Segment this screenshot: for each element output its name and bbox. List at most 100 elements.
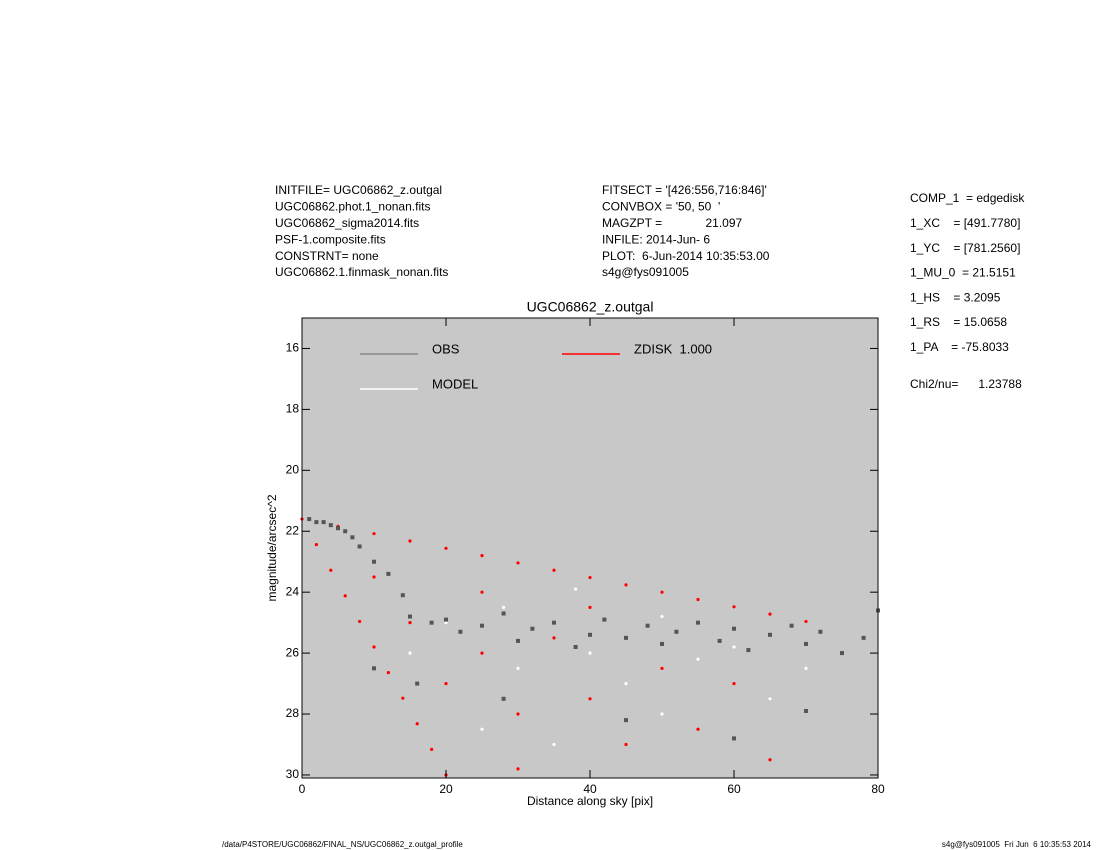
fit-param: 1_HS = 3.2095 bbox=[910, 290, 1001, 304]
model-point bbox=[314, 543, 318, 547]
obs-point bbox=[624, 635, 628, 640]
header-line: UGC06862.1.finmask_nonan.fits bbox=[275, 265, 448, 279]
model-point bbox=[408, 651, 412, 655]
obs-point bbox=[372, 666, 376, 671]
obs-point bbox=[350, 535, 355, 540]
obs-point bbox=[357, 544, 362, 549]
obs-point bbox=[840, 651, 844, 656]
fit-param: Chi2/nu= 1.23788 bbox=[910, 377, 1022, 391]
fit-param: 1_RS = 15.0658 bbox=[910, 315, 1007, 329]
obs-point bbox=[645, 623, 650, 628]
obs-point bbox=[696, 620, 700, 625]
marks bbox=[300, 517, 880, 777]
obs-point bbox=[307, 517, 312, 522]
y-tick-label: 16 bbox=[286, 341, 300, 355]
model-point bbox=[444, 546, 448, 550]
footer-path: /data/P4STORE/UGC06862/FINAL_NS/UGC06862… bbox=[222, 840, 463, 849]
model-point bbox=[574, 587, 578, 591]
model-point bbox=[588, 605, 592, 610]
y-tick-label: 24 bbox=[286, 584, 300, 598]
obs-point bbox=[552, 620, 556, 625]
model-point bbox=[430, 747, 434, 751]
obs-point bbox=[480, 623, 484, 628]
obs-point bbox=[624, 718, 628, 723]
fit-param: 1_YC = [781.2560] bbox=[910, 241, 1020, 255]
model-point bbox=[480, 727, 484, 731]
obs-point bbox=[804, 708, 808, 713]
header-line: CONSTRNT= none bbox=[275, 249, 379, 263]
model-point bbox=[516, 561, 520, 565]
obs-point bbox=[573, 645, 578, 650]
model-point bbox=[624, 681, 628, 686]
x-tick-label: 60 bbox=[727, 782, 741, 796]
model-point bbox=[768, 697, 772, 701]
model-point bbox=[588, 575, 592, 580]
obs-point bbox=[746, 648, 751, 653]
x-tick-label: 80 bbox=[871, 782, 885, 796]
model-point bbox=[372, 645, 376, 649]
obs-point bbox=[717, 638, 722, 643]
fit-param: COMP_1 = edgedisk bbox=[910, 191, 1025, 205]
model-point bbox=[516, 666, 520, 670]
model-point bbox=[329, 568, 333, 572]
model-point bbox=[768, 758, 772, 762]
model-point bbox=[660, 712, 664, 716]
model-point bbox=[624, 742, 628, 747]
obs-point bbox=[818, 629, 823, 634]
obs-point bbox=[429, 620, 434, 625]
y-tick-label: 22 bbox=[286, 523, 300, 537]
model-point bbox=[444, 621, 448, 625]
fit-param: 1_XC = [491.7780] bbox=[910, 216, 1020, 230]
model-point bbox=[502, 605, 506, 610]
header-line: PLOT: 6-Jun-2014 10:35:53.00 bbox=[602, 249, 770, 263]
obs-point bbox=[343, 529, 348, 534]
legend-label: MODEL bbox=[432, 376, 478, 391]
header-line: INITFILE= UGC06862_z.outgal bbox=[275, 183, 442, 197]
model-point bbox=[408, 621, 412, 625]
obs-point bbox=[861, 635, 866, 640]
x-tick-label: 0 bbox=[299, 782, 306, 796]
obs-point bbox=[789, 623, 794, 628]
model-point bbox=[804, 619, 808, 624]
model-point bbox=[696, 597, 700, 602]
obs-point bbox=[314, 520, 319, 525]
model-point bbox=[696, 657, 700, 661]
model-point bbox=[480, 590, 484, 594]
y-tick-label: 30 bbox=[286, 767, 300, 781]
model-point bbox=[588, 697, 592, 701]
obs-point bbox=[768, 632, 772, 637]
obs-point bbox=[732, 626, 736, 631]
obs-point bbox=[444, 617, 448, 622]
obs-point bbox=[501, 611, 506, 616]
model-point bbox=[552, 568, 556, 572]
model-point bbox=[408, 539, 412, 543]
model-point bbox=[732, 645, 736, 649]
obs-point bbox=[804, 641, 808, 646]
fit-param: 1_PA = -75.8033 bbox=[910, 340, 1009, 354]
obs-point bbox=[602, 617, 607, 622]
x-axis-label: Distance along sky [pix] bbox=[527, 794, 653, 808]
model-point bbox=[480, 651, 484, 655]
y-tick-label: 26 bbox=[286, 645, 300, 659]
model-point bbox=[804, 666, 808, 670]
footer-stamp: s4g@fys091005 Fri Jun 6 10:35:53 2014 bbox=[942, 840, 1092, 849]
model-point bbox=[588, 651, 592, 655]
model-point bbox=[444, 681, 448, 686]
obs-point bbox=[588, 632, 592, 637]
obs-point bbox=[386, 571, 391, 576]
header-line: UGC06862_sigma2014.fits bbox=[275, 216, 419, 230]
obs-point bbox=[674, 629, 679, 634]
model-point bbox=[415, 722, 419, 726]
model-point bbox=[343, 594, 347, 598]
obs-point bbox=[408, 614, 412, 619]
model-point bbox=[480, 554, 484, 558]
header-line: INFILE: 2014-Jun- 6 bbox=[602, 232, 710, 246]
model-point bbox=[401, 696, 405, 700]
fit-param: 1_MU_0 = 21.5151 bbox=[910, 266, 1016, 280]
obs-point bbox=[501, 696, 506, 701]
chart-title: UGC06862_z.outgal bbox=[527, 299, 654, 315]
legend-label: OBS bbox=[432, 341, 460, 356]
obs-point bbox=[336, 526, 340, 531]
header-line: s4g@fys091005 bbox=[602, 265, 689, 279]
